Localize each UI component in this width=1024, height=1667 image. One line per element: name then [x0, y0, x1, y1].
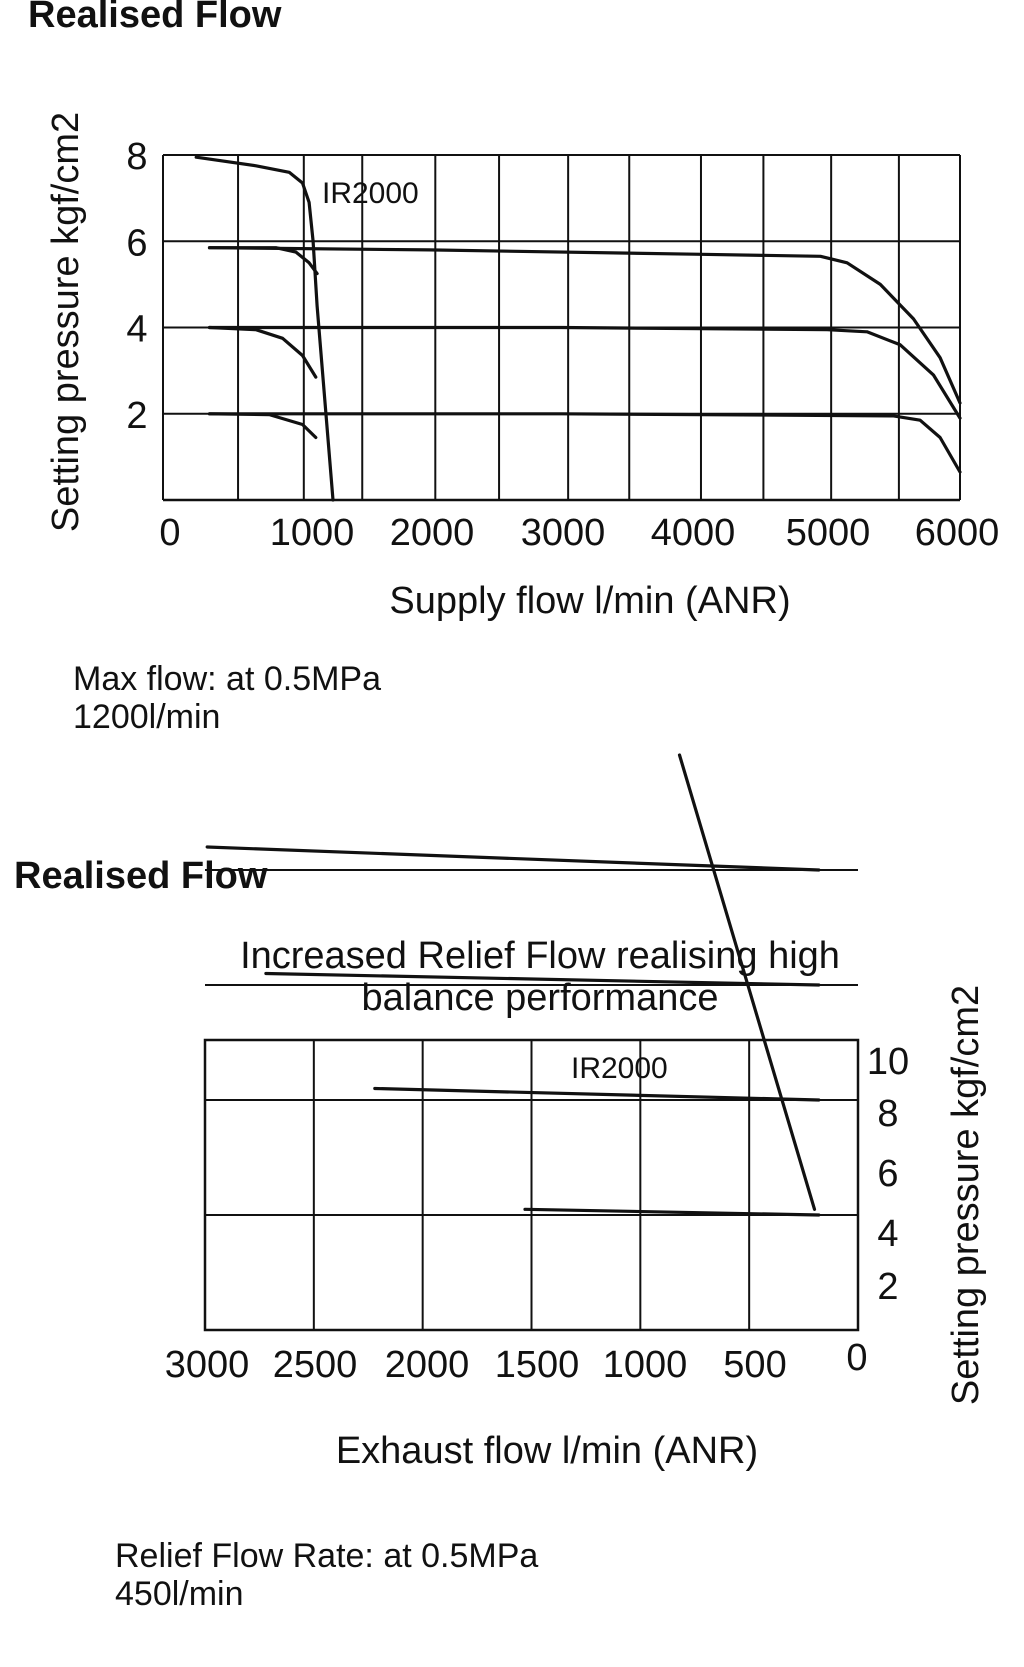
- chart1-y-tick-label: 8: [126, 136, 147, 178]
- chart1-y-axis-label: Setting pressure kgf/cm2: [45, 112, 87, 532]
- chart2-y-tick-label: 10: [867, 1041, 909, 1083]
- chart2-note: Relief Flow Rate: at 0.5MPa 450l/min: [115, 1537, 538, 1613]
- chart2-y-tick-label: 8: [877, 1093, 898, 1135]
- chart1-y-tick-label: 2: [126, 395, 147, 437]
- chart1-series-line-2: [207, 246, 962, 405]
- chart2-note-line-2: 450l/min: [115, 1575, 244, 1613]
- chart2-series-line-3: [523, 1207, 821, 1217]
- chart1-supply-flow: 2 4 6 8 0 1000 2000 3000 4000 5000 6000 Supply flow…: [45, 112, 1000, 622]
- chart1-x-tick-label: 1000: [270, 512, 355, 554]
- chart1-x-tick-label: 5000: [786, 512, 871, 554]
- chart1-note-line-1: Max flow: at 0.5MPa: [73, 660, 382, 698]
- chart2-x-tick-label: 0: [846, 1337, 867, 1379]
- chart1-heading: Realised Flow: [28, 0, 282, 36]
- chart1-series-line-6: [207, 412, 962, 474]
- chart1-series-line-0: [194, 155, 335, 502]
- chart2-x-axis-label: Exhaust flow l/min (ANR): [336, 1430, 758, 1472]
- chart1-x-tick-label: 6000: [915, 512, 1000, 554]
- chart1-y-tick-label: 4: [126, 309, 147, 351]
- chart2-x-tick-label: 1000: [603, 1344, 688, 1386]
- chart2-series-line-0: [205, 845, 821, 872]
- chart2-y-tick-label: 2: [877, 1266, 898, 1308]
- chart2-series-line-4: [677, 753, 817, 1211]
- chart1-annotation: IR2000: [322, 177, 419, 210]
- chart2-series-line-2: [373, 1086, 821, 1102]
- chart1-x-tick-label: 3000: [521, 512, 606, 554]
- chart1-x-tick-label: 4000: [651, 512, 736, 554]
- chart2-y-tick-label: 6: [877, 1153, 898, 1195]
- chart2-x-tick-label: 2500: [273, 1344, 358, 1386]
- chart2-annotation: IR2000: [571, 1052, 668, 1085]
- chart2-heading: Realised Flow: [14, 855, 268, 897]
- chart2-x-tick-label: 2000: [385, 1344, 470, 1386]
- chart2-note-line-1: Relief Flow Rate: at 0.5MPa: [115, 1537, 539, 1575]
- chart1-x-tick-label: 2000: [390, 512, 475, 554]
- chart2-y-tick-label: 4: [877, 1213, 898, 1255]
- chart2-y-axis-label: Setting pressure kgf/cm2: [945, 985, 987, 1405]
- chart2-x-tick-label: 3000: [165, 1344, 250, 1386]
- chart1-x-tick-label: 0: [159, 512, 180, 554]
- chart1-series-line-4: [207, 325, 962, 420]
- chart1-note: Max flow: at 0.5MPa 1200l/min: [73, 660, 381, 736]
- chart2-x-tick-label: 500: [723, 1344, 786, 1386]
- chart1-y-tick-label: 6: [126, 222, 147, 264]
- chart1-note-line-2: 1200l/min: [73, 698, 221, 736]
- chart2-title-line-1: Increased Relief Flow realising high: [240, 935, 840, 977]
- chart2-series-line-1: [264, 971, 821, 987]
- chart2-x-tick-label: 1500: [495, 1344, 580, 1386]
- chart1-x-axis-label: Supply flow l/min (ANR): [389, 580, 790, 622]
